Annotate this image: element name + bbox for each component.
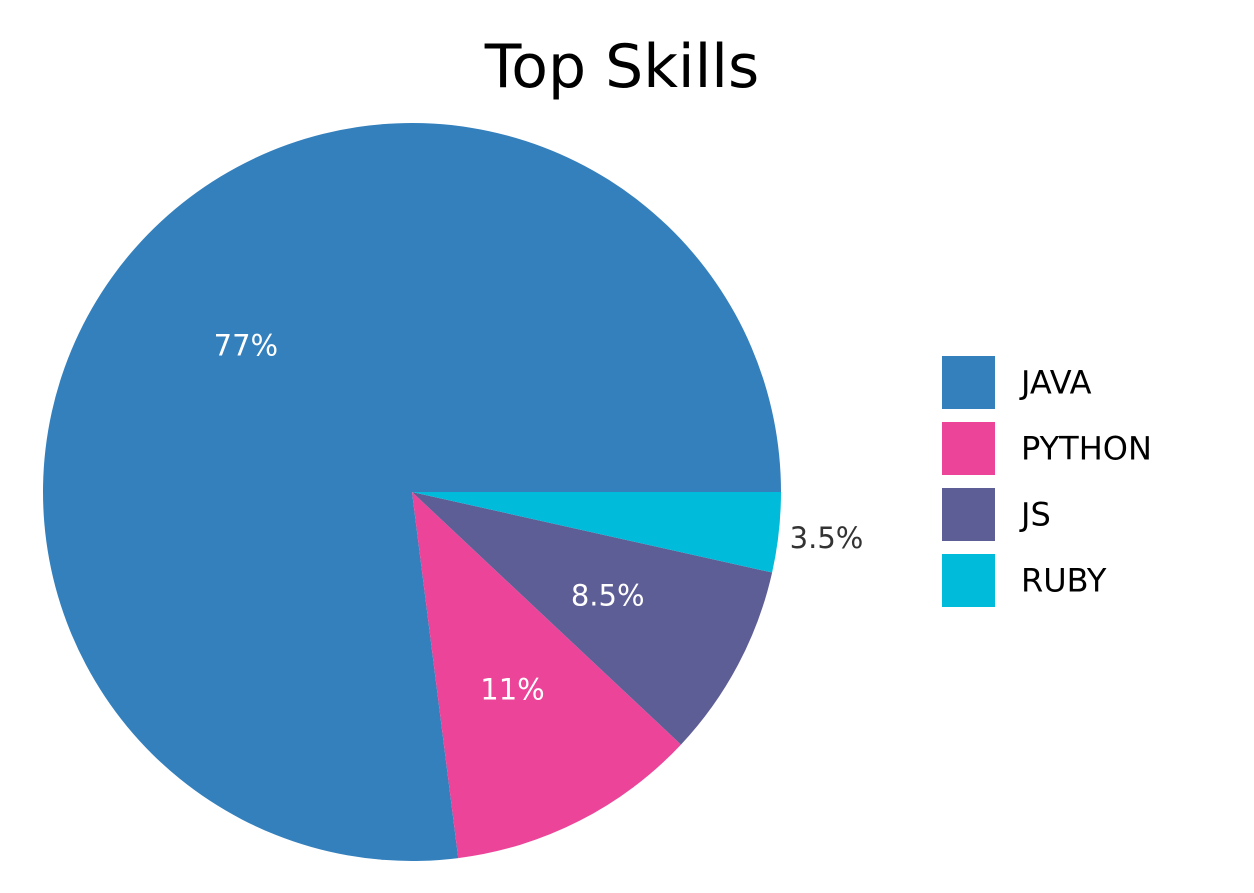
legend-label-js: JS bbox=[1019, 496, 1051, 534]
legend-swatch-python bbox=[942, 422, 995, 475]
legend-swatch-java bbox=[942, 356, 995, 409]
pie-slice-python bbox=[412, 492, 681, 859]
legend-swatch-ruby bbox=[942, 554, 995, 607]
slice-label-java: 77% bbox=[214, 329, 278, 363]
legend-swatch-js bbox=[942, 488, 995, 541]
legend-label-python: PYTHON bbox=[1021, 430, 1152, 468]
slice-label-python: 11% bbox=[480, 672, 544, 706]
pie-slice-js bbox=[412, 492, 773, 745]
pie-slices bbox=[42, 122, 781, 861]
pie-slice-ruby bbox=[412, 492, 781, 573]
legend-label-java: JAVA bbox=[1019, 364, 1092, 402]
legend: JAVA PYTHON JS RUBY bbox=[942, 356, 1152, 607]
legend-label-ruby: RUBY bbox=[1021, 562, 1107, 600]
pie-slice-java bbox=[42, 122, 781, 861]
slice-label-js: 8.5% bbox=[571, 579, 645, 613]
slice-label-ruby: 3.5% bbox=[790, 521, 864, 555]
pie-slice-labels: 77% 11% 8.5% 3.5% bbox=[214, 329, 864, 707]
chart-title: Top Skills bbox=[484, 32, 759, 102]
